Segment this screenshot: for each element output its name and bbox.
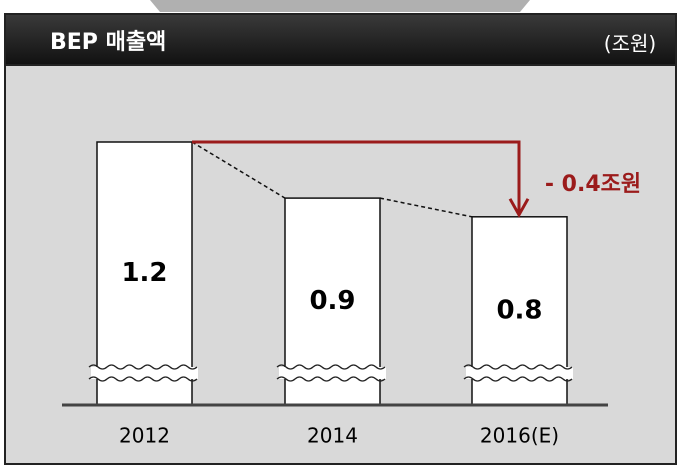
plot: 1.2 2012 0.9 2014 0.8 2016(E) [62,140,608,448]
value-label: 0.8 [496,295,542,325]
x-tick-label: 2014 [307,424,358,448]
break-line [88,364,198,370]
chart-title: BEP 매출액 [50,30,166,55]
annotation: - 0.4조원 [545,172,641,197]
break-line [88,376,198,382]
break-line [463,364,573,370]
value-label: 1.2 [121,258,167,288]
break-gap [466,367,573,379]
arrow-line [192,140,521,213]
break-gap [279,367,386,379]
break-gap [91,367,198,379]
unit-label: (조원) [604,32,656,56]
arrow-head [508,198,530,218]
connector [379,197,473,218]
top-tab [150,0,530,12]
break-line [463,376,573,382]
x-tick-label: 2016(E) [480,424,559,448]
break-line [276,364,386,370]
break-line [276,376,386,382]
bar [96,141,193,406]
header [4,13,677,66]
x-tick-label: 2012 [119,424,170,448]
value-label: 0.9 [309,286,355,316]
